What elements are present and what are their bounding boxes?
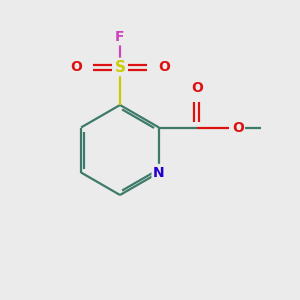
Text: O: O [232, 121, 244, 134]
Text: N: N [153, 166, 165, 179]
Text: O: O [191, 80, 203, 94]
Text: S: S [115, 59, 125, 74]
Text: F: F [115, 30, 125, 44]
Text: O: O [70, 60, 82, 74]
Text: O: O [158, 60, 170, 74]
